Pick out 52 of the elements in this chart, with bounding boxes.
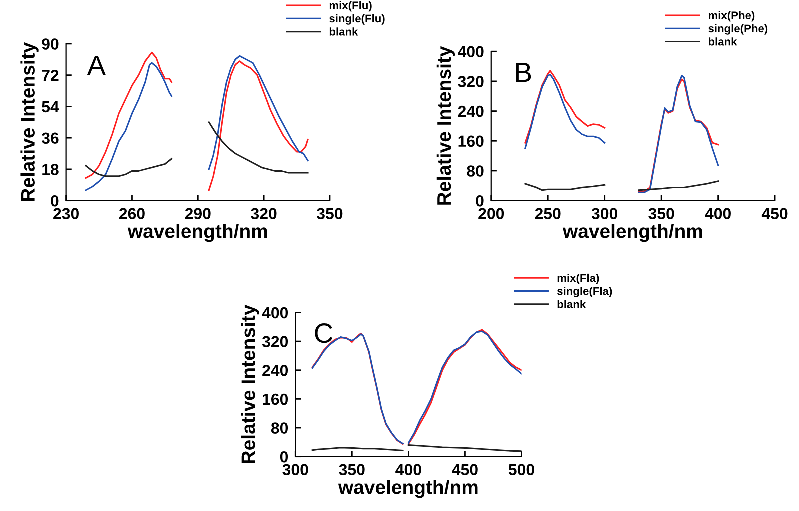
x-tick-label: 350 bbox=[317, 208, 343, 220]
legend-label: mix(Flu) bbox=[330, 1, 372, 12]
y-tick-label: 0 bbox=[51, 195, 59, 207]
legend-label: blank bbox=[558, 300, 586, 308]
x-tick-label: 290 bbox=[185, 208, 211, 220]
y-tick-label: 240 bbox=[458, 106, 484, 118]
y-tick-label: 240 bbox=[262, 365, 288, 376]
y-tick-label: 400 bbox=[262, 307, 288, 319]
y-tick-label: 80 bbox=[271, 422, 288, 434]
y-axis-title: Relative Intensity bbox=[436, 46, 456, 205]
x-tick-label: 300 bbox=[592, 208, 618, 220]
y-tick-label: 90 bbox=[42, 38, 59, 50]
x-tick-label: 320 bbox=[251, 208, 277, 220]
legend-label: single(Fla) bbox=[558, 287, 612, 298]
annotation: B bbox=[516, 63, 532, 82]
x-axis-title: wavelength/nm bbox=[562, 224, 702, 242]
annotation: A bbox=[87, 56, 106, 76]
y-tick-label: 36 bbox=[42, 132, 59, 144]
x-tick-label: 350 bbox=[339, 464, 365, 476]
x-axis-title: wavelength/nm bbox=[128, 224, 268, 242]
x-tick-label: 400 bbox=[396, 464, 422, 476]
x-tick-label: 230 bbox=[54, 208, 79, 220]
legend-label: single(Flu) bbox=[330, 14, 385, 25]
y-tick-label: 400 bbox=[458, 46, 484, 58]
x-tick-label: 200 bbox=[478, 208, 504, 220]
y-tick-label: 18 bbox=[42, 164, 59, 176]
y-tick-label: 320 bbox=[262, 336, 288, 348]
y-axis-title: Relative Intensity bbox=[241, 304, 260, 464]
y-tick-label: 0 bbox=[476, 195, 484, 207]
x-tick-label: 450 bbox=[762, 208, 788, 220]
x-axis-title: wavelength/nm bbox=[338, 480, 478, 498]
x-tick-label: 260 bbox=[119, 208, 145, 220]
x-tick-label: 400 bbox=[705, 208, 731, 220]
x-tick-label: 500 bbox=[508, 464, 534, 476]
legend-label: blank bbox=[330, 28, 358, 36]
x-tick-label: 450 bbox=[452, 464, 478, 476]
x-tick-label: 300 bbox=[282, 464, 308, 476]
legend-label: blank bbox=[708, 38, 738, 46]
y-tick-label: 160 bbox=[458, 136, 484, 148]
x-tick-label: 250 bbox=[535, 208, 561, 220]
y-tick-label: 80 bbox=[467, 166, 484, 177]
legend-label: single(Phe) bbox=[708, 24, 768, 35]
y-tick-label: 54 bbox=[42, 101, 60, 113]
y-tick-label: 320 bbox=[458, 76, 484, 88]
y-tick-label: 0 bbox=[280, 451, 288, 463]
x-tick-label: 350 bbox=[648, 208, 674, 220]
legend-label: mix(Fla) bbox=[558, 274, 600, 284]
legend-label: mix(Phe) bbox=[708, 11, 755, 22]
y-axis-title: Relative Intensity bbox=[20, 42, 39, 202]
annotation: C bbox=[315, 324, 333, 344]
y-tick-label: 72 bbox=[42, 70, 59, 82]
y-tick-label: 160 bbox=[263, 394, 288, 406]
